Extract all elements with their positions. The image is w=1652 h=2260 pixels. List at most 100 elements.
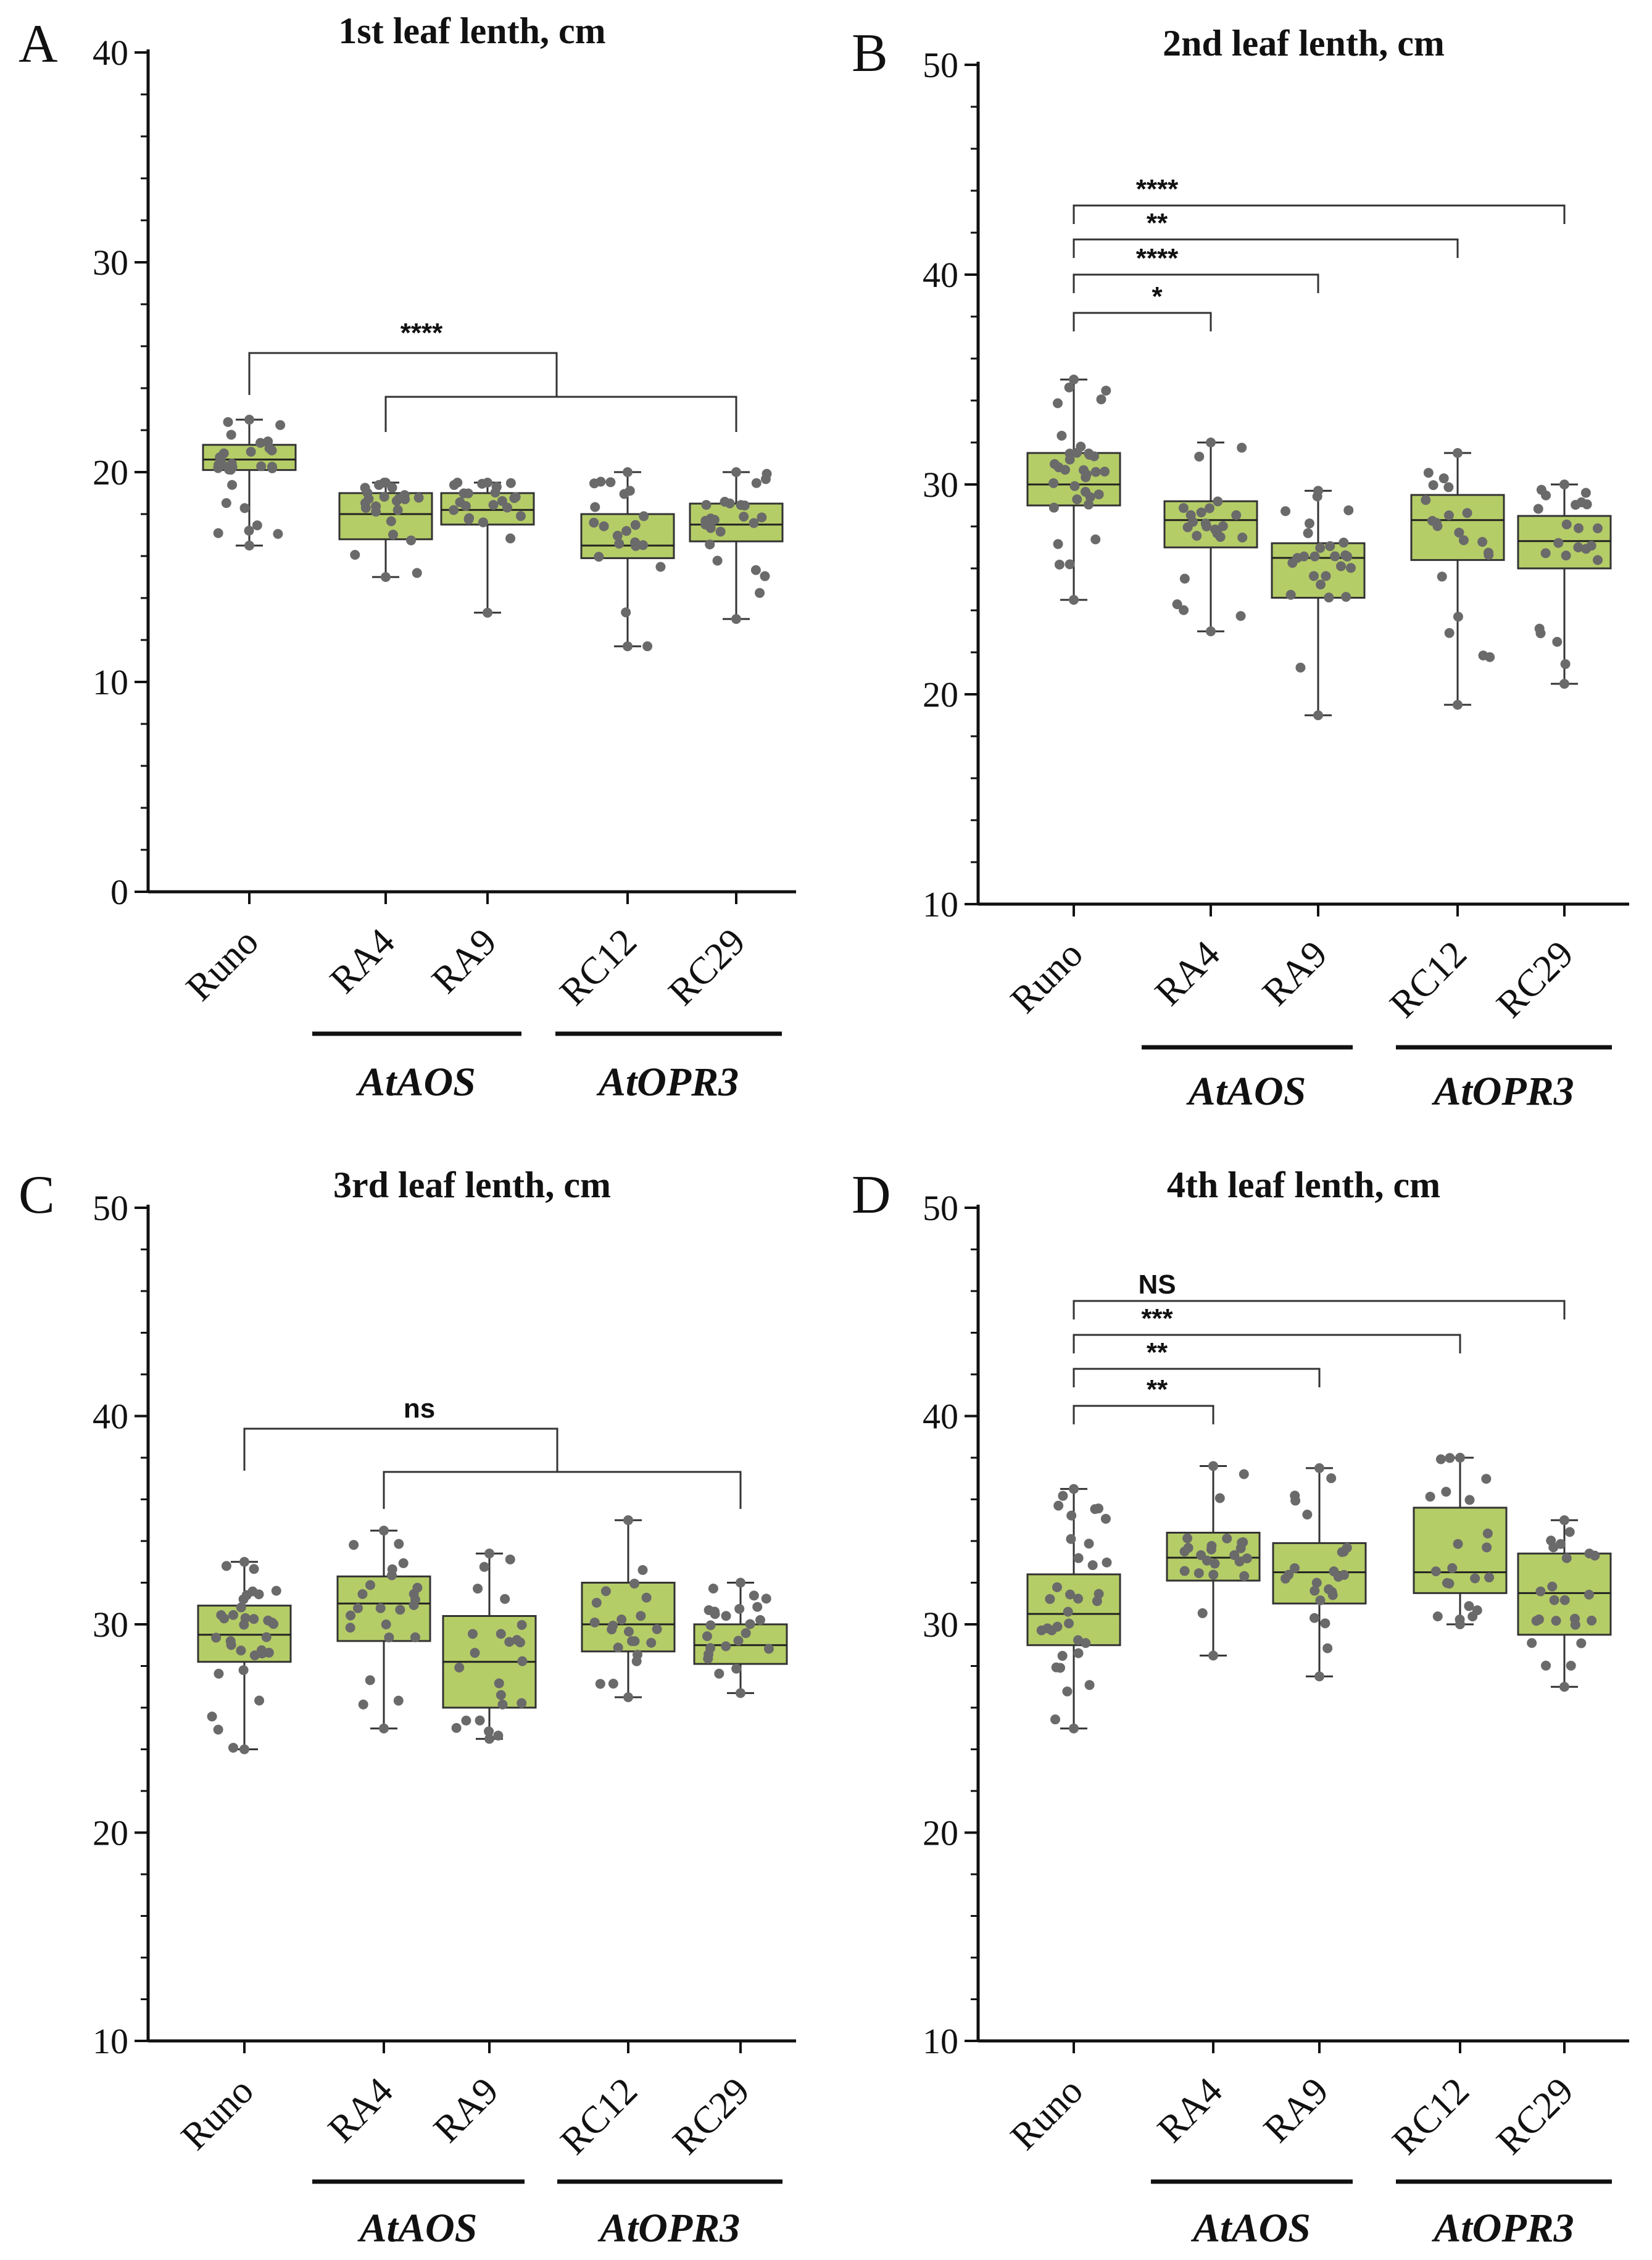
data-point: [752, 1602, 763, 1612]
data-point: [1335, 561, 1346, 571]
data-point: [1090, 467, 1101, 477]
data-point: [1584, 1589, 1594, 1600]
data-point: [360, 498, 370, 509]
data-point: [1065, 1589, 1076, 1600]
data-point: [1049, 459, 1060, 469]
bracket-line: [1073, 1334, 1461, 1353]
data-point: [1065, 559, 1075, 570]
group-label: AtAOS: [355, 1060, 476, 1105]
data-point: [589, 517, 599, 528]
data-point: [226, 430, 236, 440]
data-point: [1299, 551, 1310, 562]
data-point: [1081, 469, 1092, 480]
data-point: [1458, 535, 1469, 546]
data-point: [736, 1688, 745, 1698]
data-point: [1196, 1550, 1206, 1560]
data-point: [493, 1730, 504, 1741]
data-point: [1445, 1453, 1455, 1463]
data-point: [256, 461, 267, 472]
data-point: [1069, 481, 1080, 491]
data-point: [1453, 700, 1463, 710]
significance-label: ****: [401, 318, 443, 348]
data-point: [249, 1614, 259, 1624]
data-point: [638, 540, 649, 550]
data-point: [1096, 394, 1106, 405]
y-tick-label: 20: [93, 1813, 128, 1853]
data-point: [273, 529, 283, 539]
data-point: [504, 1637, 515, 1647]
data-point: [629, 1578, 640, 1589]
data-point: [629, 1636, 640, 1647]
data-point: [1179, 1566, 1190, 1576]
data-point: [613, 1642, 623, 1653]
data-point: [365, 1580, 376, 1590]
data-point: [1172, 599, 1182, 610]
x-tick-label: RC29: [665, 2070, 757, 2162]
data-point: [517, 1619, 527, 1630]
group-label: AtAOS: [357, 2206, 478, 2251]
data-point: [639, 511, 649, 521]
box-rc12: [1413, 1453, 1508, 1629]
data-point: [1208, 1650, 1218, 1661]
data-point: [1285, 589, 1296, 600]
data-point: [505, 478, 516, 488]
data-point: [589, 1617, 600, 1627]
data-point: [1534, 1614, 1544, 1625]
data-point: [1443, 482, 1454, 492]
data-point: [1441, 1487, 1451, 1497]
data-point: [225, 1636, 236, 1647]
box-ra4: [1166, 1461, 1261, 1661]
data-point: [1455, 1453, 1465, 1463]
data-point: [249, 1650, 260, 1661]
data-point: [1343, 505, 1354, 515]
data-point: [642, 641, 653, 652]
data-point: [1327, 1587, 1337, 1597]
data-point: [497, 1699, 508, 1710]
box-rc29: [1517, 1515, 1612, 1692]
group-label: AtAOS: [1190, 2206, 1311, 2251]
data-point: [1564, 1527, 1575, 1537]
data-point: [1295, 662, 1306, 673]
data-point: [254, 1695, 265, 1706]
data-point: [1570, 1619, 1580, 1630]
data-point: [228, 1610, 239, 1620]
data-point: [496, 1690, 506, 1700]
data-point: [470, 1648, 480, 1658]
data-point: [349, 1540, 359, 1550]
data-point: [1066, 1534, 1076, 1544]
data-point: [760, 571, 770, 581]
data-point: [1045, 1593, 1055, 1604]
data-point: [621, 526, 632, 536]
box-rc12: [1410, 448, 1505, 710]
x-tick-label: RA9: [1255, 933, 1335, 1014]
data-point: [1054, 559, 1065, 570]
data-point: [227, 480, 238, 490]
box-ra4: [338, 478, 433, 582]
data-point: [264, 443, 275, 454]
data-point: [1192, 531, 1202, 541]
data-point: [1430, 1566, 1441, 1577]
data-point: [386, 1570, 397, 1581]
data-point: [478, 517, 488, 528]
data-point: [387, 483, 397, 493]
data-point: [1345, 563, 1356, 573]
data-point: [1055, 1663, 1066, 1673]
data-point: [1540, 548, 1551, 559]
panel-letter: D: [852, 1165, 891, 1225]
data-point: [239, 1619, 249, 1630]
data-point: [1482, 1542, 1492, 1553]
data-point: [1310, 1613, 1320, 1623]
data-point: [1048, 502, 1059, 513]
data-point: [395, 1605, 405, 1615]
data-point: [1535, 628, 1546, 639]
data-point: [1073, 1648, 1084, 1658]
data-point: [736, 1577, 745, 1588]
data-point: [1455, 1614, 1465, 1625]
data-point: [410, 1632, 420, 1643]
data-point: [386, 516, 396, 526]
box-runo: [1026, 375, 1121, 605]
data-point: [636, 1611, 646, 1621]
data-point: [1314, 1463, 1324, 1473]
data-point: [590, 502, 600, 512]
box-rc12: [580, 467, 675, 652]
